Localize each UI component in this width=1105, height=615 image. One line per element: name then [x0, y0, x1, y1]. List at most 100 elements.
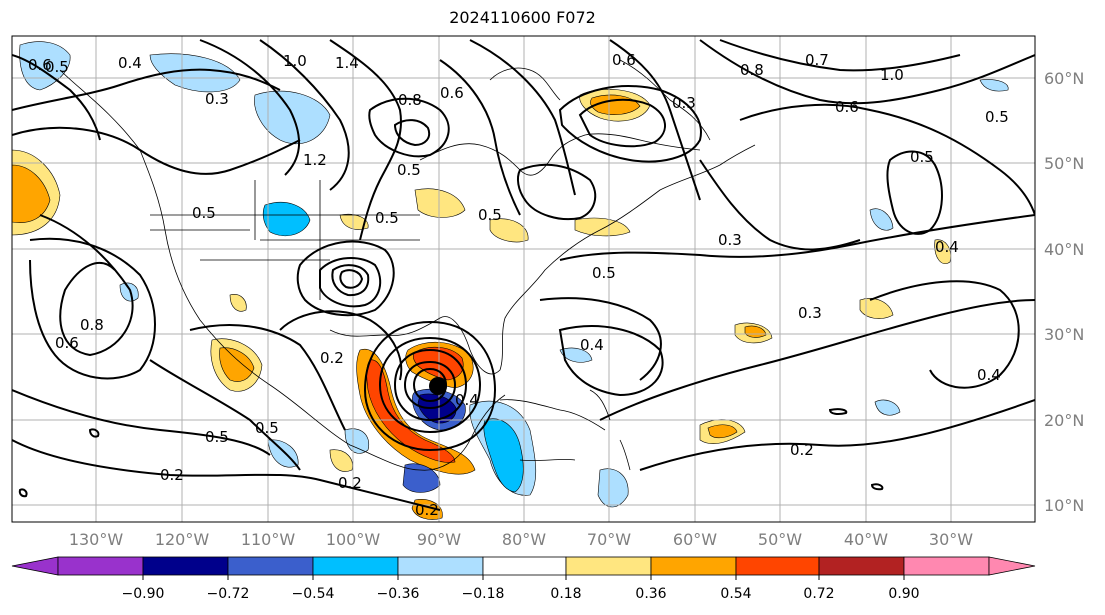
contour-label: 0.5: [45, 58, 69, 76]
contour-label: 0.3: [672, 94, 696, 112]
contour-label: 0.6: [612, 51, 636, 69]
contour-label: 0.4: [455, 391, 479, 409]
blue-patch: [267, 439, 299, 468]
colorbar-segment: [650, 556, 737, 576]
contour-label: 0.6: [440, 84, 464, 102]
shaded-fields: [12, 41, 1009, 520]
contour-label: 0.8: [80, 316, 104, 334]
colorbar-ticks: [142, 575, 905, 580]
longitude-labels: 130°W 120°W 110°W 100°W 90°W 80°W 70°W 6…: [69, 530, 973, 549]
colorbar-tick-label: 0.18: [550, 586, 581, 602]
lon-label: 100°W: [326, 530, 381, 549]
colorbar-tick-label: −0.36: [377, 586, 420, 602]
blue-patch: [559, 347, 593, 363]
blue-patch: [874, 399, 901, 416]
colorbar-tick-label: −0.90: [122, 586, 165, 602]
colorbar-segment: [818, 556, 905, 576]
yellow-patch: [489, 218, 529, 243]
yellow-patch: [934, 239, 951, 264]
contour-label: 0.5: [205, 428, 229, 446]
blue-patch: [119, 282, 139, 302]
contour-label: 0.6: [28, 56, 52, 74]
colorbar-tick-label: −0.54: [292, 586, 335, 602]
latitude-labels: 60°N 50°N 40°N 30°N 20°N 10°N: [1044, 69, 1084, 515]
colorbar-tick-label: −0.18: [462, 586, 505, 602]
blue-patch: [979, 79, 1009, 92]
colorbar-segment: [142, 556, 229, 576]
contour-lines: [12, 39, 1035, 511]
contour-label: 0.2: [320, 349, 344, 367]
lat-label: 40°N: [1044, 240, 1084, 259]
lon-label: 30°W: [929, 530, 973, 549]
red-patch: [366, 359, 456, 463]
lon-label: 70°W: [587, 530, 631, 549]
lon-label: 90°W: [417, 530, 461, 549]
contour-label: 0.7: [805, 51, 829, 69]
colorbar-tick-label: 0.36: [635, 586, 666, 602]
contour-label: 0.5: [985, 108, 1009, 126]
colorbar-tick-label: −0.72: [207, 586, 250, 602]
map-frame: [11, 35, 1036, 523]
blue-patch: [149, 53, 241, 93]
contour-label: 0.5: [910, 148, 934, 166]
colorbar-segment: [57, 556, 144, 576]
colorbar-segment: [482, 556, 567, 576]
orange-patch: [219, 347, 255, 382]
blue-patch: [869, 208, 894, 231]
contour-label: 0.2: [790, 441, 814, 459]
contour-label: 0.5: [478, 206, 502, 224]
lon-label: 60°W: [673, 530, 717, 549]
colorbar-tick-labels: −0.90 −0.72 −0.54 −0.36 −0.18 0.18 0.36 …: [122, 586, 920, 602]
orange-patch: [744, 325, 767, 338]
colorbar-segment: [565, 556, 652, 576]
lon-label: 120°W: [155, 530, 210, 549]
lat-label: 30°N: [1044, 325, 1084, 344]
contour-label: 0.6: [55, 334, 79, 352]
lon-label: 40°W: [844, 530, 888, 549]
colorbar: [11, 556, 1036, 576]
blue-patch: [254, 90, 331, 145]
lon-label: 130°W: [69, 530, 124, 549]
contour-label: 0.6: [835, 98, 859, 116]
colorbar-segment: [227, 556, 314, 576]
contour-label: 0.8: [740, 61, 764, 79]
blue-patch: [597, 468, 629, 508]
contour-label: 0.3: [718, 231, 742, 249]
contour-label: 0.4: [977, 366, 1001, 384]
contour-label: 0.3: [798, 304, 822, 322]
lat-label: 20°N: [1044, 411, 1084, 430]
contour-label: 1.4: [335, 54, 359, 72]
contour-label: 0.2: [415, 501, 439, 519]
contour-label: 0.5: [192, 204, 216, 222]
colorbar-extend-right: [988, 556, 1036, 576]
lon-label: 110°W: [241, 530, 296, 549]
contour-label: 0.5: [255, 419, 279, 437]
colorbar-tick-label: 0.90: [888, 586, 919, 602]
colorbar-extend-left: [11, 556, 59, 576]
colorbar-segment: [312, 556, 399, 576]
contour-label: 0.8: [398, 91, 422, 109]
colorbar-segment: [397, 556, 484, 576]
blue-patch: [402, 463, 441, 493]
colorbar-tick-label: 0.54: [720, 586, 751, 602]
contour-label: 0.3: [205, 90, 229, 108]
lon-label: 80°W: [502, 530, 546, 549]
yellow-patch: [329, 449, 353, 472]
contour-label: 1.0: [283, 52, 307, 70]
map-title: 2024110600 F072: [449, 8, 596, 27]
colorbar-segment: [735, 556, 820, 576]
contour-label: 0.2: [338, 474, 362, 492]
contour-label: 0.5: [592, 264, 616, 282]
contour-label: 0.4: [935, 238, 959, 256]
blue-patch: [483, 418, 524, 493]
lat-label: 10°N: [1044, 496, 1084, 515]
orange-patch: [356, 348, 476, 475]
orange-patch: [12, 164, 51, 223]
colorbar-tick-label: 0.72: [803, 586, 834, 602]
storm-center-marker: [429, 377, 447, 395]
contour-label: 1.2: [303, 151, 327, 169]
contour-label: 0.5: [397, 161, 421, 179]
graticule: [12, 36, 1035, 522]
contour-label: 0.2: [160, 466, 184, 484]
